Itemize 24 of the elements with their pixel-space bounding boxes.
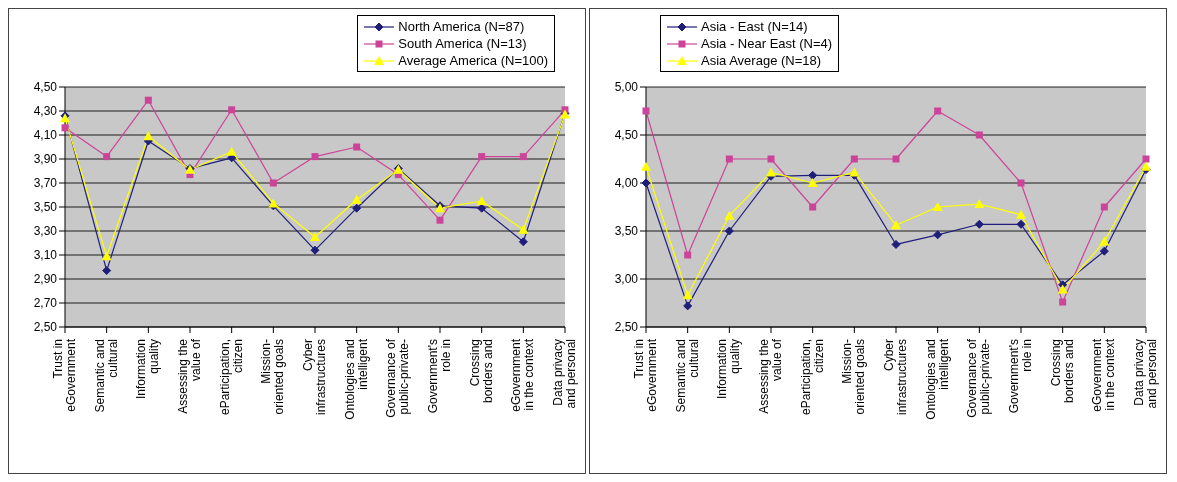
y-tick-label: 4,00 bbox=[614, 176, 639, 191]
y-tick-label: 2,50 bbox=[33, 320, 58, 335]
legend-label: North America (N=87) bbox=[398, 18, 525, 35]
y-tick-label: 3,50 bbox=[33, 200, 58, 215]
y-tick-label: 3,30 bbox=[33, 224, 58, 239]
legend-label: Asia - Near East (N=4) bbox=[701, 35, 833, 52]
y-tick-label: 4,30 bbox=[33, 104, 58, 119]
y-tick-label: 3,00 bbox=[614, 272, 639, 287]
y-tick-label: 2,50 bbox=[614, 320, 639, 335]
y-tick-label: 4,50 bbox=[33, 80, 58, 95]
y-tick-label: 4,10 bbox=[33, 128, 58, 143]
y-tick-label: 4,50 bbox=[614, 128, 639, 143]
y-tick-label: 3,50 bbox=[614, 224, 639, 239]
legend-label: Asia - East (N=14) bbox=[701, 18, 808, 35]
x-tick-label: Trust in eGovernment bbox=[51, 338, 78, 412]
legend-label: Asia Average (N=18) bbox=[701, 52, 822, 69]
y-tick-label: 3,90 bbox=[33, 152, 58, 167]
y-tick-label: 2,90 bbox=[33, 272, 58, 287]
legend-label: South America (N=13) bbox=[398, 35, 527, 52]
y-tick-label: 2,70 bbox=[33, 296, 58, 311]
legend-label: Average America (N=100) bbox=[398, 52, 548, 69]
y-tick-label: 5,00 bbox=[614, 80, 639, 95]
y-tick-label: 3,70 bbox=[33, 176, 58, 191]
y-tick-label: 3,10 bbox=[33, 248, 58, 263]
